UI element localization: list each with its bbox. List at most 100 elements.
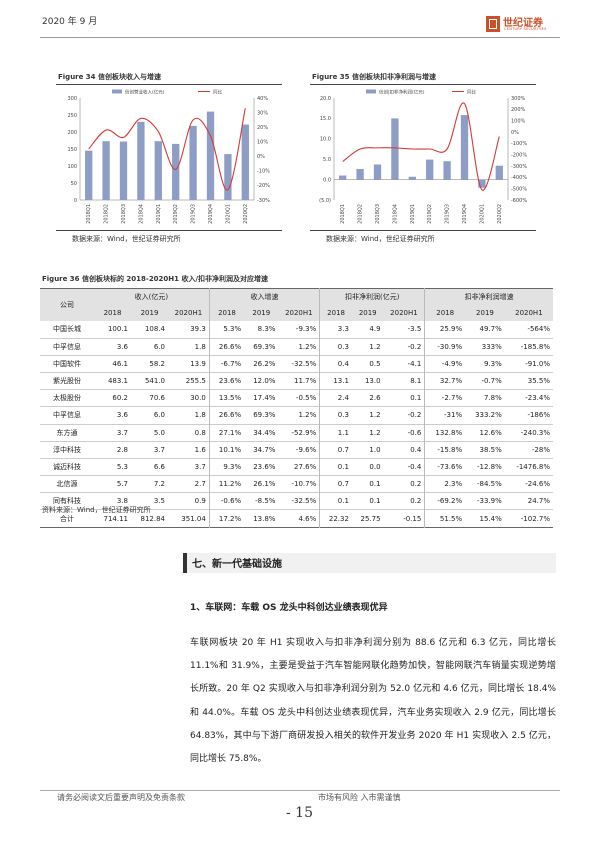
value-cell: -9.3%	[295, 325, 317, 334]
col-year: 2019	[465, 305, 505, 322]
value-cell: 3.7	[194, 462, 206, 471]
value-cell: 60.2	[112, 394, 128, 403]
col-year: 2019	[244, 305, 279, 322]
value-cell: 12.0%	[253, 377, 276, 386]
value-cell: 23.6%	[253, 462, 276, 471]
bar	[356, 168, 364, 180]
value-cell: 541.0	[144, 377, 165, 386]
value-cell: -10.7%	[291, 480, 317, 489]
col-year: 2018	[319, 305, 352, 322]
value-cell: -0.2	[407, 342, 422, 351]
value-cell: 1.1	[319, 424, 352, 442]
col-year: 2019	[131, 305, 168, 322]
value-cell: 3.6	[116, 411, 128, 420]
value-cell: 714.11	[103, 514, 129, 523]
y-tick-label: 15.0	[320, 116, 331, 122]
value-cell: -0.6%	[208, 492, 245, 510]
figure34-source: 数据来源：Wind，世纪证券研究所	[72, 235, 181, 243]
value-cell: 69.3%	[253, 411, 276, 420]
bar	[154, 141, 162, 200]
value-cell: 23.6%	[208, 372, 245, 390]
figure34-top-rule	[56, 84, 282, 85]
col-year: 2019	[351, 305, 384, 322]
x-tick-label: 2019Q3	[191, 204, 197, 224]
value-cell: -9.6%	[295, 445, 317, 454]
value-cell: -23.4%	[525, 394, 550, 403]
x-tick-label: 2020Q2	[243, 204, 249, 224]
table36-source: 资料来源：Wind，世纪证券研究所	[42, 506, 151, 514]
value-cell: 255.5	[185, 377, 206, 386]
value-cell: 0.4	[319, 355, 352, 373]
bar	[137, 121, 145, 200]
bar	[224, 154, 232, 200]
y2-tick-label: -100%	[511, 141, 527, 147]
legend-bar-swatch	[112, 89, 122, 94]
x-tick-label: 2018Q3	[375, 204, 381, 224]
value-cell: 1.2	[369, 411, 381, 420]
value-cell: 7.2	[153, 480, 165, 489]
value-cell: 49.7%	[479, 325, 502, 334]
y-tick-label: (5.0)	[319, 198, 331, 204]
legend-bar-swatch	[366, 89, 376, 94]
col-year: 2018	[94, 305, 131, 322]
company-cell: 中国长城	[53, 325, 81, 334]
value-cell: 9.3%	[208, 458, 245, 476]
value-cell: 10.1%	[208, 441, 245, 459]
value-cell: 17.2%	[208, 509, 245, 528]
y-tick-label: 250	[67, 113, 77, 119]
value-cell: 26.6%	[208, 338, 245, 356]
y2-tick-label: -300%	[511, 164, 527, 170]
value-cell: 0.7	[319, 475, 352, 493]
value-cell: 58.2	[149, 359, 165, 368]
x-tick-label: 2020Q2	[497, 204, 503, 224]
bar	[241, 124, 249, 200]
value-cell: 6.0	[153, 411, 165, 420]
bar	[478, 179, 486, 188]
value-cell: -1476.8%	[516, 462, 550, 471]
value-cell: -240.3%	[520, 428, 550, 437]
y-tick-label: 20.0	[320, 96, 331, 102]
value-cell: 351.04	[181, 514, 206, 523]
bar	[102, 141, 110, 200]
value-cell: 132.8%	[424, 424, 466, 442]
value-cell: -91.0%	[525, 359, 550, 368]
value-cell: 13.1	[319, 372, 352, 390]
footer-divider	[40, 790, 560, 791]
value-cell: 4.6%	[298, 514, 317, 523]
value-cell: 34.4%	[253, 428, 276, 437]
value-cell: 38.5%	[479, 445, 502, 454]
table-row: 诚迈科技 5.3 6.6 3.7 9.3% 23.6% 27.6% 0.1 0.0 -0.4 -73…	[40, 458, 553, 476]
x-tick-label: 2020Q1	[225, 204, 231, 224]
value-cell: 5.7	[116, 480, 128, 489]
y2-tick-label: 30%	[257, 110, 268, 116]
table-row: 中孚信息 3.6 6.0 1.8 26.6% 69.3% 1.2% 0.3 1.2 -0.2 -31…	[40, 406, 553, 424]
value-cell: 12.6%	[479, 428, 502, 437]
value-cell: 1.2%	[298, 342, 317, 351]
col-group-profit: 扣非净利润(亿元)	[319, 288, 425, 306]
table-row: 中国长城 100.1 108.4 39.3 5.3% 8.3% -9.3% 3.3 4.9 -3.…	[40, 321, 553, 339]
y-tick-label: 0.0	[323, 177, 331, 183]
figure35-chart: (5.0) 0.0 5.0 10.0 15.0 20.0 -600% -500% -400% -3…	[319, 89, 527, 224]
footer-disclaimer: 请务必阅读文后重要声明及免责条款	[57, 793, 185, 802]
value-cell: 2.7	[194, 480, 206, 489]
y2-tick-label: -200%	[511, 152, 527, 158]
company-cell: 诚迈科技	[53, 462, 81, 471]
value-cell: 483.1	[107, 377, 128, 386]
value-cell: 13.8%	[253, 514, 276, 523]
table-row: 东方通 3.7 5.0 0.8 27.1% 34.4% -52.9% 1.1 1.2 -0.6 13…	[40, 424, 553, 442]
col-year: 2020H1	[504, 305, 553, 322]
value-cell: 1.8	[194, 342, 206, 351]
paragraph-text: 车联网板块 20 年 H1 实现收入与扣非净利润分别为 88.6 亿元和 6.3…	[190, 638, 556, 765]
value-cell: 11.7%	[293, 377, 317, 386]
value-cell: 333.2%	[475, 411, 502, 420]
x-tick-label: 2019Q2	[427, 204, 433, 224]
x-tick-label: 2018Q1	[86, 204, 92, 224]
company-cell: 同有科技	[53, 497, 81, 506]
logo-mark-icon	[486, 16, 500, 32]
page-number: - 15	[286, 805, 313, 821]
bar	[460, 115, 469, 180]
value-cell: -0.7%	[481, 377, 502, 386]
value-cell: 26.1%	[253, 480, 276, 489]
x-tick-label: 2018Q2	[358, 204, 364, 224]
bar	[495, 165, 503, 180]
